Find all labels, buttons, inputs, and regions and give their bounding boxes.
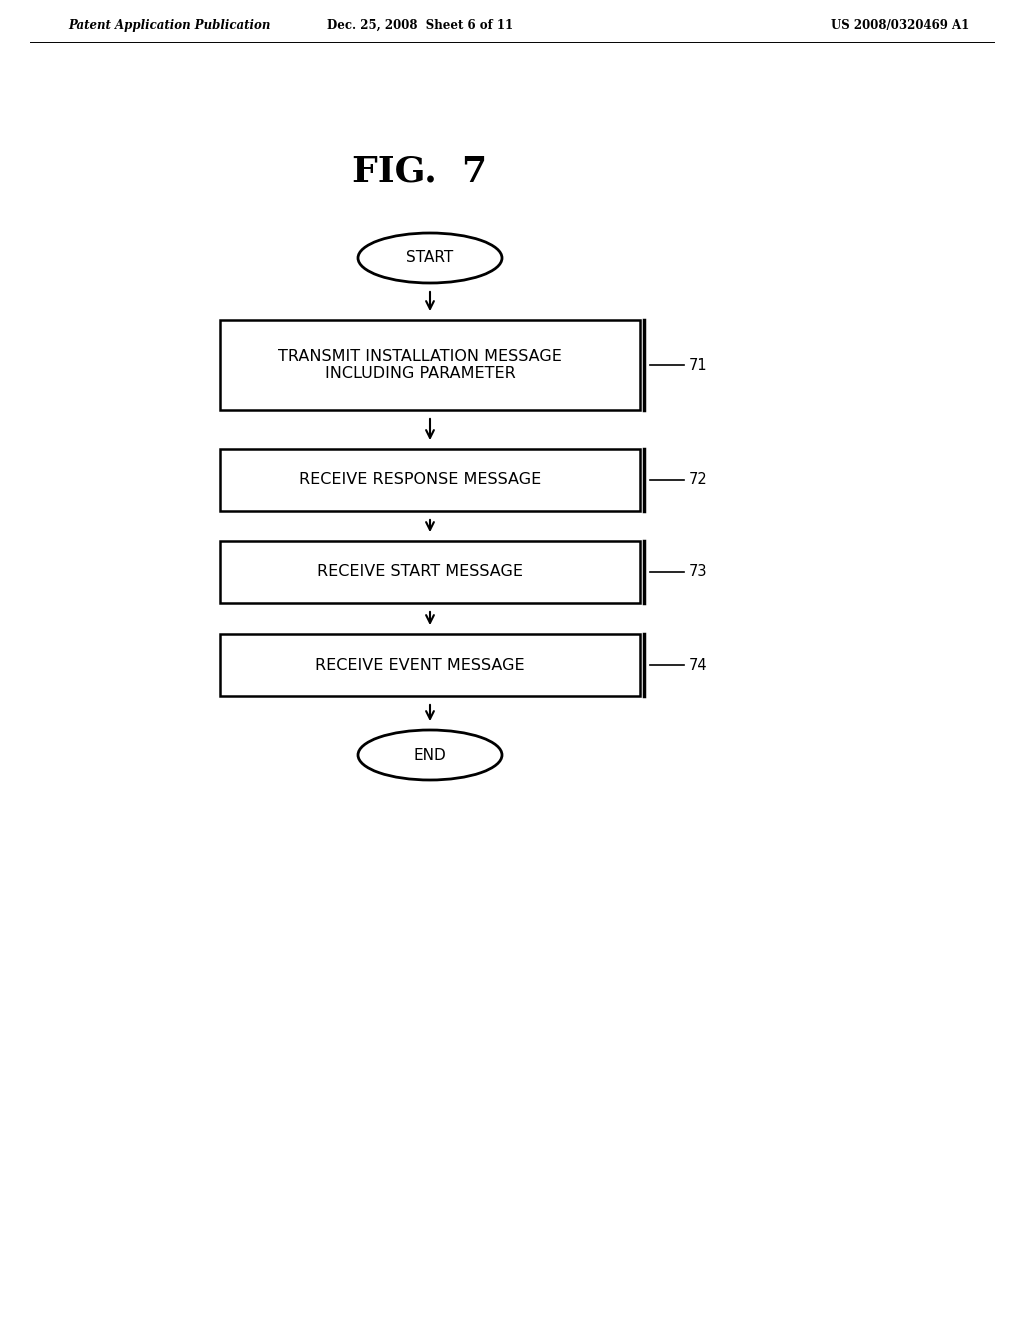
Bar	[220, 449, 640, 511]
Text: 71: 71	[689, 358, 708, 372]
Text: RECEIVE EVENT MESSAGE: RECEIVE EVENT MESSAGE	[315, 657, 525, 672]
Text: END: END	[414, 747, 446, 763]
Text: RECEIVE RESPONSE MESSAGE: RECEIVE RESPONSE MESSAGE	[299, 473, 541, 487]
Text: RECEIVE START MESSAGE: RECEIVE START MESSAGE	[317, 565, 523, 579]
Text: FIG.  7: FIG. 7	[352, 154, 487, 189]
Text: START: START	[407, 251, 454, 265]
Bar	[220, 319, 640, 411]
Text: Patent Application Publication: Patent Application Publication	[68, 18, 270, 32]
Text: 74: 74	[689, 657, 708, 672]
Bar	[220, 541, 640, 603]
Text: Dec. 25, 2008  Sheet 6 of 11: Dec. 25, 2008 Sheet 6 of 11	[327, 18, 513, 32]
Ellipse shape	[358, 730, 502, 780]
Text: TRANSMIT INSTALLATION MESSAGE
INCLUDING PARAMETER: TRANSMIT INSTALLATION MESSAGE INCLUDING …	[279, 348, 562, 381]
Ellipse shape	[358, 234, 502, 282]
Text: US 2008/0320469 A1: US 2008/0320469 A1	[830, 18, 969, 32]
Text: 73: 73	[689, 565, 708, 579]
Text: 72: 72	[689, 473, 708, 487]
Bar	[220, 634, 640, 696]
